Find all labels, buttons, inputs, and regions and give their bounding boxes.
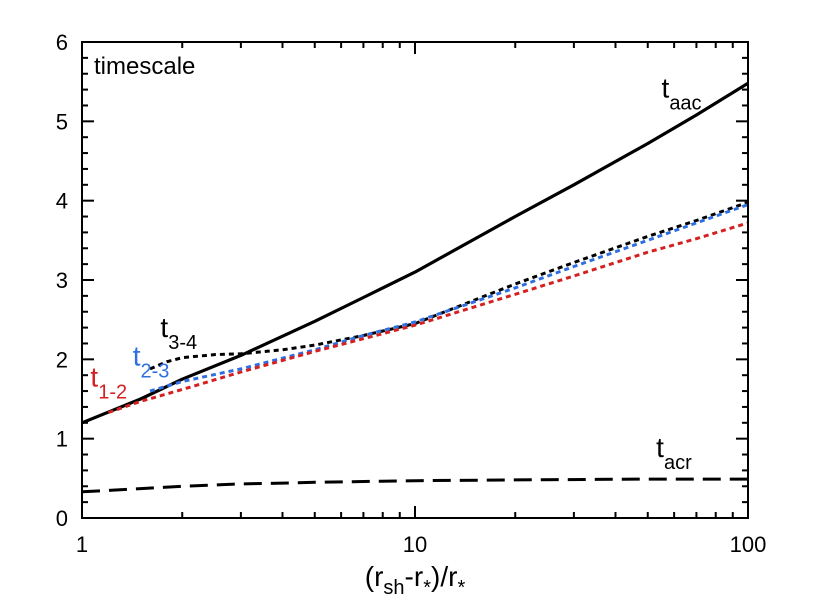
y-tick-label: 0: [56, 506, 68, 531]
series-label-main: t: [90, 361, 98, 392]
x-tick-label: 100: [730, 532, 767, 557]
x-label-sub3: *: [457, 577, 465, 599]
y-tick-label: 3: [56, 268, 68, 293]
series-label-t_aac: taac: [662, 73, 702, 115]
series-label-main: t: [662, 73, 670, 104]
x-label-post: )/r: [431, 561, 457, 592]
plot-frame: [81, 41, 749, 519]
y-tick-label: 5: [56, 109, 68, 134]
y-tick-label: 4: [56, 189, 68, 214]
x-tick-label: 1: [76, 532, 88, 557]
series-label-sub: 1-2: [98, 381, 127, 403]
series-label-t_3-4: t3-4: [160, 312, 197, 354]
series-label-main: t: [656, 432, 664, 463]
x-label-mid: -r: [405, 561, 424, 592]
series-line-t_acr: [81, 477, 748, 494]
series-line-t_2-3: [149, 203, 749, 393]
x-axis-label: (rsh-r*)/r*: [365, 561, 466, 599]
series-label-main: t: [160, 312, 168, 343]
y-tick-label: 1: [56, 427, 68, 452]
panel-label: timescale: [94, 53, 195, 80]
series-label-sub: aac: [669, 93, 701, 115]
series-layer: [81, 81, 749, 494]
x-label-sub2: *: [423, 577, 431, 599]
series-label-main: t: [133, 341, 141, 372]
series-label-sub: acr: [664, 452, 692, 474]
series-label-t_1-2: t1-2: [90, 361, 127, 403]
y-tick-label: 2: [56, 347, 68, 372]
series-label-t_2-3: t2-3: [133, 341, 170, 383]
x-tick-label: 10: [403, 532, 427, 557]
series-label-sub: 3-4: [168, 332, 197, 354]
series-line-t_3-4: [149, 200, 749, 371]
series-line-t_1-2: [107, 221, 749, 414]
series-line-t_aac: [81, 81, 749, 425]
series-label-sub: 2-3: [140, 361, 169, 383]
x-label-pre: (r: [365, 561, 384, 592]
y-tick-label: 6: [56, 30, 68, 55]
series-label-t_acr: tacr: [656, 432, 692, 474]
x-label-sub1: sh: [383, 577, 404, 599]
